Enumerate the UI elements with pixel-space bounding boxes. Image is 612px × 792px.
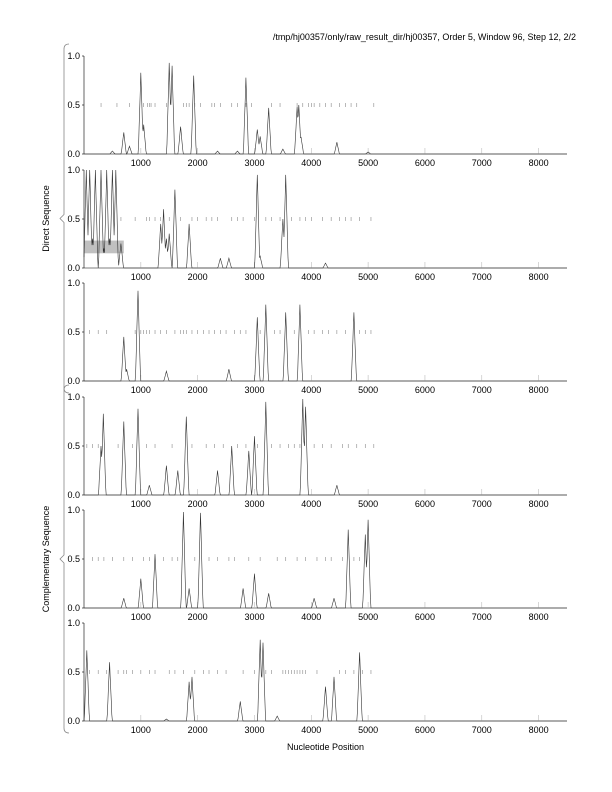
x-tick-label: 3000 [244,272,264,282]
x-tick-label: 5000 [358,272,378,282]
x-tick-label: 6000 [415,612,435,622]
x-tick-label: 3000 [244,385,264,395]
x-tick-label: 4000 [301,725,321,735]
x-tick-label: 1000 [131,612,151,622]
x-tick-label: 2000 [188,272,208,282]
x-tick-label: 4000 [301,499,321,509]
coding-potential-line [84,398,567,496]
coding-potential-line [84,290,567,382]
x-tick-label: 5000 [358,499,378,509]
x-tick-label: 7000 [472,385,492,395]
x-tick-label: 5000 [358,385,378,395]
x-tick-label: 5000 [358,158,378,168]
y-tick-label: 0.5 [67,327,80,337]
y-tick-label: 0.0 [67,603,80,613]
coding-potential-line [84,62,567,155]
x-tick-label: 3000 [244,612,264,622]
y-tick-label: 0.0 [67,149,80,159]
y-tick-label: 0.5 [67,554,80,564]
x-tick-label: 8000 [529,725,549,735]
x-tick-label: 8000 [529,158,549,168]
x-tick-label: 5000 [358,612,378,622]
y-tick-label: 1.0 [67,278,80,288]
x-tick-label: 7000 [472,612,492,622]
x-tick-label: 3000 [244,158,264,168]
highlight-region [84,240,124,254]
group-label: Direct Sequence [41,185,51,252]
y-tick-label: 0.0 [67,263,80,273]
y-tick-label: 1.0 [67,392,80,402]
y-tick-label: 0.5 [67,441,80,451]
coding-potential-line [84,511,567,609]
y-tick-label: 0.5 [67,100,80,110]
y-tick-label: 1.0 [67,505,80,515]
y-tick-label: 0.5 [67,667,80,677]
y-tick-label: 0.5 [67,214,80,224]
x-tick-label: 8000 [529,612,549,622]
x-tick-label: 4000 [301,385,321,395]
coding-potential-line [83,639,567,722]
x-tick-label: 4000 [301,158,321,168]
y-tick-label: 1.0 [67,51,80,61]
x-tick-label: 2000 [188,725,208,735]
x-axis-label: Nucleotide Position [287,742,364,752]
x-tick-label: 7000 [472,272,492,282]
x-tick-label: 4000 [301,612,321,622]
x-tick-label: 2000 [188,612,208,622]
x-tick-label: 1000 [131,158,151,168]
coding-potential-line [83,169,567,269]
y-tick-label: 0.0 [67,490,80,500]
y-tick-label: 0.0 [67,376,80,386]
plot-title: /tmp/hj00357/only/raw_result_dir/hj00357… [272,32,576,42]
x-tick-label: 6000 [415,385,435,395]
x-tick-label: 6000 [415,158,435,168]
x-tick-label: 3000 [244,499,264,509]
x-tick-label: 8000 [529,499,549,509]
x-tick-label: 7000 [472,158,492,168]
x-tick-label: 2000 [188,158,208,168]
x-tick-label: 5000 [358,725,378,735]
x-tick-label: 2000 [188,499,208,509]
x-tick-label: 1000 [131,725,151,735]
group-brace [59,384,70,734]
x-tick-label: 7000 [472,725,492,735]
x-tick-label: 4000 [301,272,321,282]
group-label: Complementary Sequence [41,506,51,613]
y-tick-label: 1.0 [67,165,80,175]
x-tick-label: 1000 [131,385,151,395]
y-tick-label: 0.0 [67,716,80,726]
y-tick-label: 1.0 [67,618,80,628]
x-tick-label: 8000 [529,385,549,395]
x-tick-label: 1000 [131,272,151,282]
x-tick-label: 6000 [415,725,435,735]
x-tick-label: 3000 [244,725,264,735]
x-tick-label: 6000 [415,272,435,282]
x-tick-label: 6000 [415,499,435,509]
x-tick-label: 2000 [188,385,208,395]
x-tick-label: 1000 [131,499,151,509]
x-tick-label: 7000 [472,499,492,509]
group-brace [59,43,70,394]
x-tick-label: 8000 [529,272,549,282]
